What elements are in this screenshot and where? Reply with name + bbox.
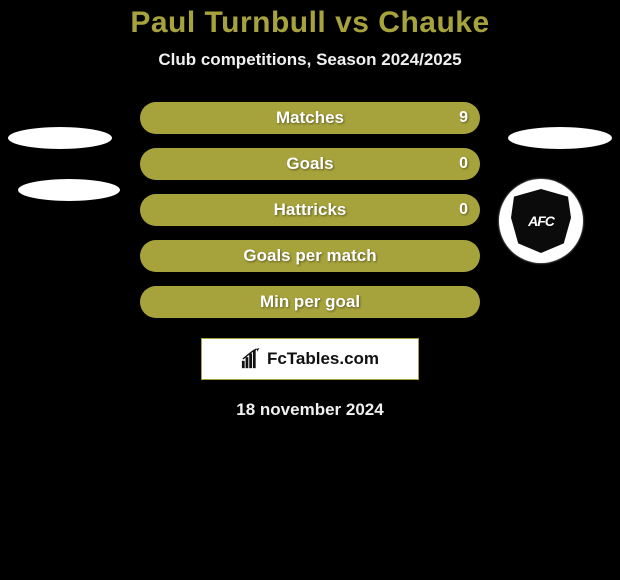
brand-box: FcTables.com — [201, 338, 419, 380]
stat-row-hattricks: Hattricks 0 — [140, 194, 480, 226]
stat-right-value: 0 — [459, 201, 468, 219]
stat-right-value: 0 — [459, 155, 468, 173]
stat-label: Goals — [286, 154, 333, 174]
stat-row-goals-per-match: Goals per match — [140, 240, 480, 272]
stat-label: Hattricks — [274, 200, 347, 220]
brand-chart-icon — [241, 348, 263, 370]
stat-row-min-per-goal: Min per goal — [140, 286, 480, 318]
brand-label: FcTables.com — [267, 349, 379, 369]
page-title: Paul Turnbull vs Chauke — [0, 6, 620, 40]
player-right-placeholder-1 — [508, 127, 612, 149]
club-shield-icon: AFC — [511, 189, 571, 253]
club-badge-text: AFC — [528, 213, 554, 229]
player-left-placeholder-2 — [18, 179, 120, 201]
player-left-placeholder-1 — [8, 127, 112, 149]
date-label: 18 november 2024 — [0, 400, 620, 420]
club-badge: AFC — [499, 179, 583, 263]
stat-right-value: 9 — [459, 109, 468, 127]
subtitle: Club competitions, Season 2024/2025 — [0, 50, 620, 70]
stat-label: Min per goal — [260, 292, 360, 312]
stat-label: Goals per match — [243, 246, 376, 266]
stat-label: Matches — [276, 108, 344, 128]
stat-row-goals: Goals 0 — [140, 148, 480, 180]
stat-row-matches: Matches 9 — [140, 102, 480, 134]
